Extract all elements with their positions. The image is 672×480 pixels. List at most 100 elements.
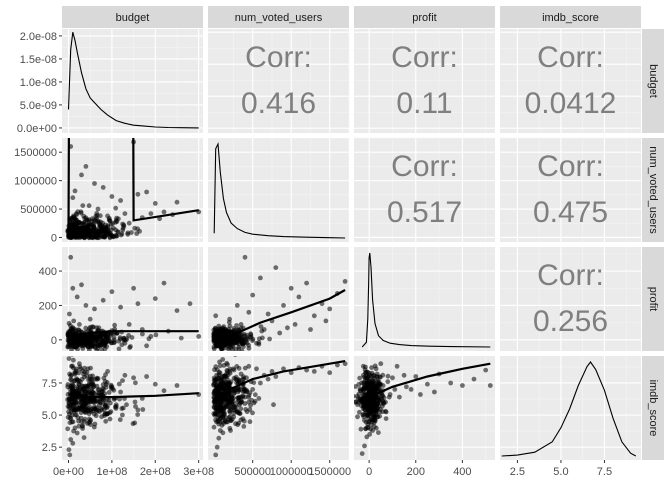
scatter-point xyxy=(196,334,202,339)
scatter-point xyxy=(244,409,250,415)
scatter-point xyxy=(122,372,128,378)
scatter-point xyxy=(238,371,244,377)
scatter-point xyxy=(363,370,369,376)
strip-right-bg xyxy=(642,138,664,242)
scatter-point xyxy=(135,226,141,232)
scatter-point xyxy=(250,410,255,416)
scatter-point xyxy=(124,402,129,408)
scatter-point xyxy=(187,301,193,307)
scatter-point xyxy=(227,425,233,431)
panel-profit-imdb_score: Corr: 0.256 xyxy=(500,247,641,351)
scatter-point xyxy=(357,375,363,381)
scatter-point xyxy=(377,413,383,419)
scatter-point xyxy=(394,363,400,369)
scatter-point xyxy=(86,334,91,340)
scatter-point xyxy=(216,323,222,329)
scatter-point xyxy=(81,371,86,377)
scatter-point xyxy=(102,346,108,351)
x-tick-label: 200 xyxy=(407,466,425,478)
scatter-point xyxy=(86,420,92,426)
x-tick-label: 0e+00 xyxy=(53,466,84,478)
scatter-point xyxy=(71,318,77,324)
y-axis-imdb_score: 2.5 5.0 7.5 xyxy=(42,378,62,454)
scatter-point xyxy=(217,359,222,365)
scatter-point xyxy=(383,416,389,421)
strip-right-label: budget xyxy=(647,64,659,98)
panel-profit-budget xyxy=(62,247,203,351)
scatter-point xyxy=(236,365,242,371)
scatter-point xyxy=(225,362,230,367)
strip-right-budget: budget xyxy=(642,29,664,133)
corr-value: 0.256 xyxy=(533,305,608,338)
panel-bg xyxy=(62,29,203,133)
scatter-point xyxy=(68,254,74,260)
scatter-point xyxy=(380,383,386,388)
trend-line xyxy=(364,362,491,400)
scatter-point xyxy=(81,435,87,440)
scatter-point xyxy=(374,406,380,411)
scatter-point xyxy=(471,376,477,382)
scatter-point xyxy=(69,218,74,223)
scatter-point xyxy=(85,366,91,372)
scatter-point xyxy=(80,346,86,351)
scatter-point xyxy=(225,384,231,390)
scatter-point xyxy=(120,227,126,233)
scatter-point xyxy=(244,375,249,381)
scatter-point xyxy=(83,303,89,308)
scatter-point xyxy=(105,339,110,344)
scatter-point xyxy=(152,296,158,301)
y-tick-label: 0.0e+00 xyxy=(17,123,57,135)
scatter-point xyxy=(362,417,367,423)
strip-right-imdb_score: imdb_score xyxy=(642,356,664,460)
x-tick-label: 0 xyxy=(366,466,372,478)
scatter-point xyxy=(100,297,106,303)
outlier-points xyxy=(66,361,202,458)
scatter-point xyxy=(246,394,252,400)
x-tick-label: 1500000 xyxy=(308,466,351,478)
y-axis-num_voted_users: 0 500000 1000000 1500000 xyxy=(14,147,62,244)
panel-imdb_score-num_voted_users xyxy=(208,356,349,460)
panel-bg xyxy=(208,138,349,242)
scatter-point xyxy=(87,399,93,405)
x-tick-label: 7.5 xyxy=(597,466,612,478)
scatter-point xyxy=(117,335,123,340)
scatter-point xyxy=(360,363,366,369)
scatter-point xyxy=(152,381,158,387)
scatter-point xyxy=(74,430,80,436)
scatter-point xyxy=(239,340,244,345)
panel-bg xyxy=(500,29,641,133)
density-curve xyxy=(67,32,199,129)
scatter-point xyxy=(265,311,271,317)
scatter-point xyxy=(144,343,150,349)
strip-top-label: num_voted_users xyxy=(235,12,323,24)
scatter-point xyxy=(76,423,82,429)
scatter-point xyxy=(383,399,388,405)
scatter-point xyxy=(227,316,233,322)
scatter-point xyxy=(94,211,100,216)
scatter-point xyxy=(85,390,91,396)
scatter-point xyxy=(104,335,110,340)
x-axis-budget: 0e+00 1e+08 2e+08 3e+08 xyxy=(53,460,214,478)
scatter-point xyxy=(74,368,79,374)
scatter-point xyxy=(105,369,110,374)
scatter-point xyxy=(236,420,242,426)
trend-line xyxy=(213,360,346,405)
strip-top-bg xyxy=(354,6,495,28)
scatter-point xyxy=(213,452,219,458)
scatter-point xyxy=(292,322,298,327)
scatter-point xyxy=(365,380,371,386)
scatter-point xyxy=(265,376,271,382)
strip-right-num_voted_users: num_voted_users xyxy=(642,138,664,242)
scatter-point xyxy=(122,211,128,217)
strip-right-label: imdb_score xyxy=(647,380,659,437)
scatter-point xyxy=(408,387,414,392)
scatter-point xyxy=(66,396,72,402)
x-tick-label: 400 xyxy=(453,466,471,478)
scatter-point xyxy=(214,329,220,334)
scatter-point xyxy=(432,389,437,395)
scatter-point xyxy=(242,254,248,260)
scatter-point xyxy=(258,380,263,386)
corr-value: 0.0412 xyxy=(525,87,617,120)
scatter-point xyxy=(392,387,398,392)
